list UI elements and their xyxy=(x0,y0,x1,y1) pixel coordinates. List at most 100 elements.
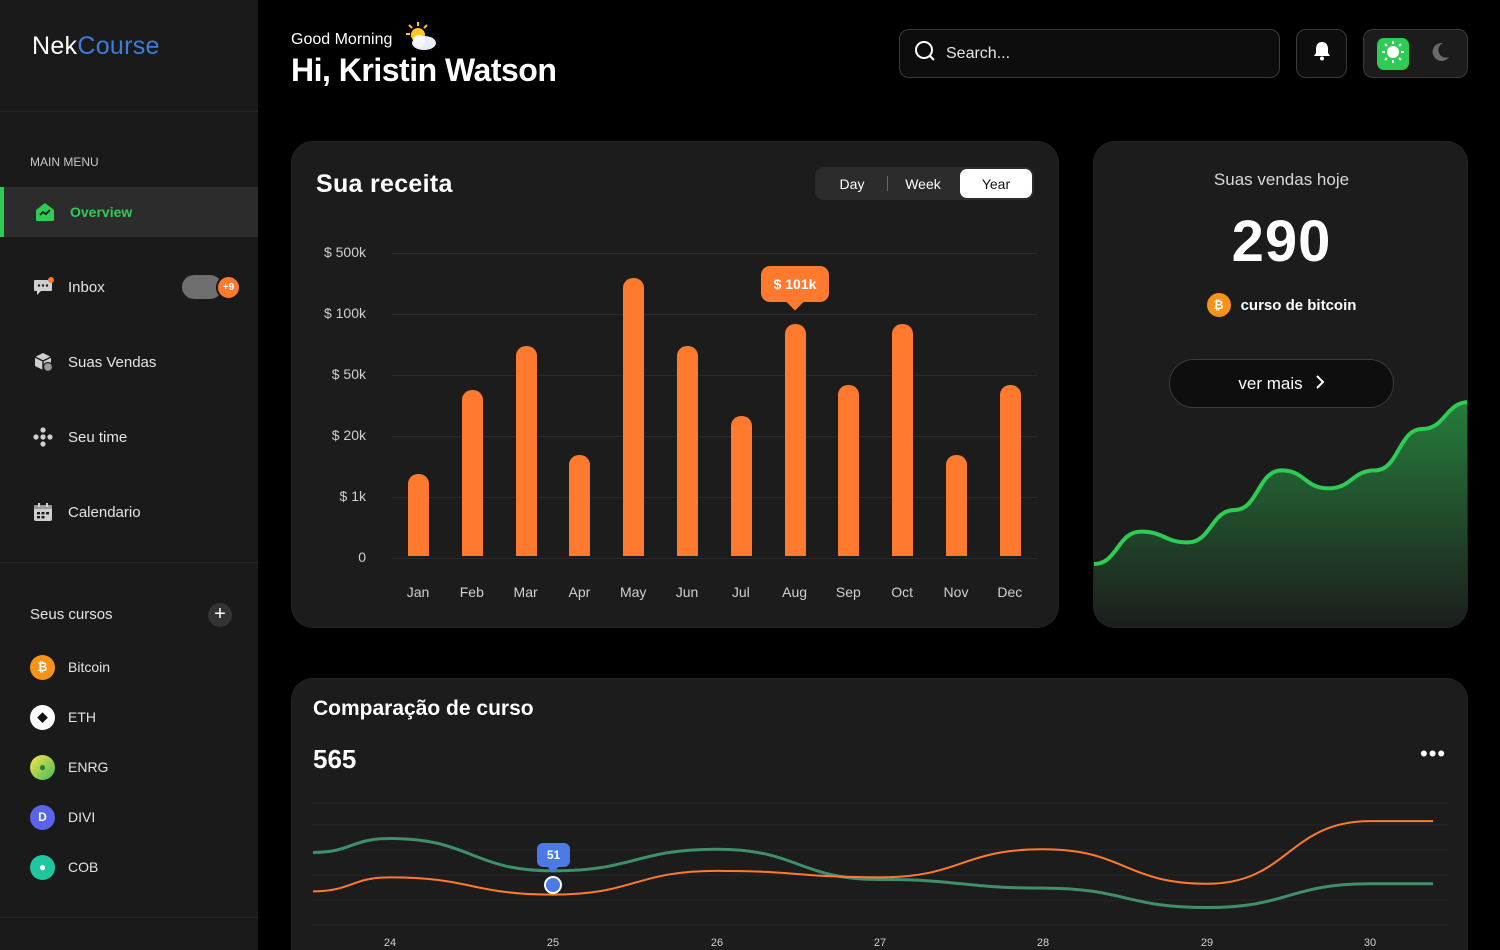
comparison-title: Comparação de curso xyxy=(313,697,534,720)
course-label: ENRG xyxy=(68,759,109,775)
sales-line xyxy=(1094,400,1467,566)
grid-line xyxy=(392,314,1037,315)
sales-course-label: curso de bitcoin xyxy=(1240,296,1357,314)
y-tick-label: 0 xyxy=(358,549,366,565)
x-tick-label: 28 xyxy=(1036,937,1050,949)
x-tick-label: Jan xyxy=(406,584,430,600)
inbox-toggle[interactable]: +9 xyxy=(182,275,242,300)
grid-line xyxy=(392,558,1037,559)
x-tick-label: 24 xyxy=(383,937,397,949)
revenue-card: Sua receita Day Week Year $ 500k $ 100k $ … xyxy=(291,141,1059,628)
more-options-button[interactable]: ••• xyxy=(1420,741,1447,766)
bar-apr[interactable] xyxy=(569,455,591,556)
x-tick-label: Sep xyxy=(835,584,861,600)
sidebar-item-calendario[interactable]: Calendario xyxy=(0,487,258,537)
bar-jan[interactable] xyxy=(408,473,429,556)
bitcoin-icon: ₿ xyxy=(1206,293,1231,317)
comparison-highlight-point xyxy=(544,876,562,894)
search-bar[interactable] xyxy=(899,29,1280,78)
course-item-cob[interactable]: ● COB xyxy=(30,854,98,880)
inbox-badge: +9 xyxy=(216,275,241,300)
sidebar-item-inbox[interactable]: Inbox +9 xyxy=(0,262,258,312)
add-course-button[interactable]: + xyxy=(208,603,232,627)
grid-line xyxy=(392,253,1037,254)
sales-card: Suas vendas hoje 290 ₿ curso de bitcoin … xyxy=(1093,141,1468,628)
bitcoin-icon: ₿ xyxy=(30,654,55,680)
logo[interactable]: NekCourse xyxy=(32,32,160,61)
main-menu-title: MAIN MENU xyxy=(30,155,99,169)
course-label: ETH xyxy=(68,709,96,725)
sidebar-divider xyxy=(0,917,258,918)
x-tick-label: May xyxy=(619,584,647,600)
period-day[interactable]: Day xyxy=(839,175,865,192)
x-tick-label: 26 xyxy=(710,937,724,949)
bar-sep[interactable] xyxy=(838,385,860,556)
box-icon xyxy=(32,351,54,373)
comparison-grid xyxy=(313,802,1448,926)
comparison-value: 565 xyxy=(313,744,357,774)
energi-icon: ● xyxy=(30,754,55,780)
period-year[interactable]: Year xyxy=(960,169,1032,198)
dark-mode-button[interactable] xyxy=(1426,40,1454,68)
x-tick-label: Dec xyxy=(997,584,1023,600)
theme-toggle[interactable] xyxy=(1363,29,1468,78)
toggle-track xyxy=(182,275,222,299)
course-item-eth[interactable]: ◆ ETH xyxy=(30,704,96,730)
bar-dec[interactable] xyxy=(999,385,1021,556)
logo-text-nek: Nek xyxy=(32,32,78,60)
moon-icon xyxy=(1429,41,1451,68)
bar-aug[interactable] xyxy=(784,324,806,556)
bar-may[interactable] xyxy=(623,278,645,556)
x-tick-label: Aug xyxy=(782,584,808,600)
x-tick-label: 29 xyxy=(1200,937,1214,949)
sidebar-item-label: Inbox xyxy=(68,278,105,296)
x-tick-label: 25 xyxy=(546,937,560,949)
greeting: Good Morning xyxy=(291,20,440,59)
courses-title: Seus cursos xyxy=(30,606,113,623)
comparison-card: Comparação de curso 565 ••• 51 24 25 26 27 2… xyxy=(291,678,1468,950)
sidebar-item-overview[interactable]: Overview xyxy=(0,187,258,237)
sidebar-item-label: Calendario xyxy=(68,503,141,521)
course-label: Bitcoin xyxy=(68,659,111,675)
sidebar-divider xyxy=(0,111,258,112)
sidebar-divider xyxy=(0,562,258,563)
sidebar-item-label: Suas Vendas xyxy=(68,353,157,371)
divi-icon: D xyxy=(30,804,55,830)
grid-line xyxy=(392,497,1037,498)
notifications-button[interactable] xyxy=(1296,29,1347,78)
see-more-label: ver mais xyxy=(1238,373,1303,393)
bell-icon xyxy=(1313,41,1331,66)
sun-icon xyxy=(1382,40,1404,68)
course-item-bitcoin[interactable]: ₿ Bitcoin xyxy=(30,654,110,680)
calendar-icon xyxy=(32,501,54,523)
search-input[interactable] xyxy=(946,44,1246,63)
bar-oct[interactable] xyxy=(892,324,914,556)
bar-mar[interactable] xyxy=(515,345,537,556)
bar-jul[interactable] xyxy=(730,415,752,556)
period-week[interactable]: Week xyxy=(905,175,941,192)
greeting-text: Good Morning xyxy=(291,30,393,48)
bar-nov[interactable] xyxy=(946,455,967,556)
ethereum-icon: ◆ xyxy=(30,704,55,730)
x-tick-label: Nov xyxy=(943,584,969,600)
bar-jun[interactable] xyxy=(677,345,698,556)
sidebar-item-suas-vendas[interactable]: Suas Vendas xyxy=(0,337,258,387)
bar-feb[interactable] xyxy=(461,390,483,556)
x-tick-label: Oct xyxy=(891,584,914,600)
period-separator xyxy=(887,176,888,191)
chat-icon xyxy=(32,276,54,298)
course-item-divi[interactable]: D DIVI xyxy=(30,804,95,830)
weather-icon xyxy=(400,20,440,59)
sidebar-item-seu-time[interactable]: Seu time xyxy=(0,412,258,462)
page-title: Hi, Kristin Watson xyxy=(291,52,557,88)
course-item-enrg[interactable]: ● ENRG xyxy=(30,754,108,780)
sidebar-item-label: Seu time xyxy=(68,428,128,446)
light-mode-button[interactable] xyxy=(1377,38,1409,70)
y-tick-label: $ 100k xyxy=(323,305,366,321)
x-tick-label: Feb xyxy=(459,584,484,600)
x-tick-label: Apr xyxy=(568,584,591,600)
see-more-button[interactable]: ver mais xyxy=(1169,359,1394,408)
overview-icon xyxy=(34,201,56,223)
revenue-title: Sua receita xyxy=(316,170,453,198)
comparison-chart xyxy=(312,802,1448,926)
